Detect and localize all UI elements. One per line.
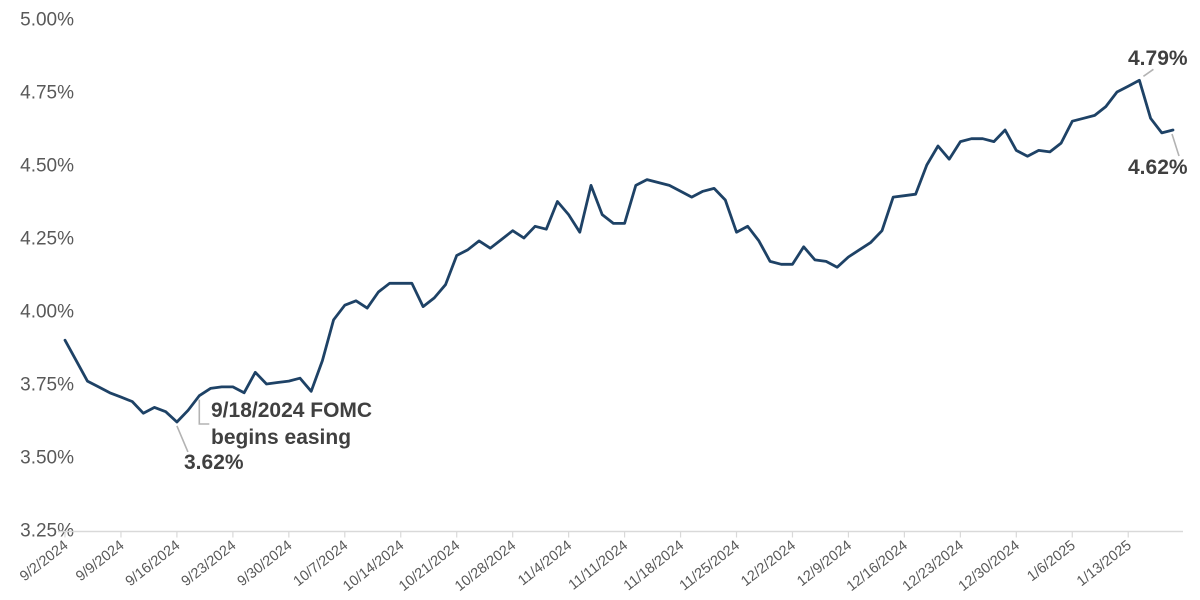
x-axis-label: 12/30/2024: [956, 538, 1023, 595]
y-axis-label: 5.00%: [20, 10, 74, 31]
y-axis-label: 4.75%: [20, 83, 74, 104]
x-axis-label: 12/16/2024: [844, 538, 911, 595]
annotation-low-value: 3.62%: [184, 451, 244, 474]
annotation-leader-line: [1142, 68, 1154, 77]
x-axis-label: 10/28/2024: [452, 538, 519, 595]
y-axis-label: 4.50%: [20, 156, 74, 177]
annotation-last-value: 4.62%: [1128, 156, 1188, 179]
x-axis-label: 10/21/2024: [396, 538, 463, 595]
x-axis-label: 9/2/2024: [17, 538, 71, 585]
x-axis-label: 10/14/2024: [340, 538, 407, 595]
x-axis-label: 11/25/2024: [677, 538, 743, 595]
y-axis-label: 4.00%: [20, 302, 74, 323]
y-axis-label: 3.75%: [20, 375, 74, 396]
x-axis-label: 1/13/2025: [1074, 538, 1135, 590]
x-axis-label: 9/9/2024: [73, 538, 127, 585]
x-axis-label: 11/11/2024: [566, 538, 631, 594]
x-axis-label: 12/2/2024: [738, 538, 799, 590]
annotation-fomc-line1: 9/18/2024 FOMC: [211, 399, 373, 422]
x-axis-label: 12/23/2024: [900, 538, 967, 595]
annotation-peak-value: 4.79%: [1128, 47, 1188, 70]
x-axis-label: 9/16/2024: [123, 538, 184, 590]
x-axis-label: 9/23/2024: [179, 538, 240, 590]
annotation-leader-line: [176, 425, 189, 453]
y-axis-label: 4.25%: [20, 229, 74, 250]
annotation-fomc-line2: begins easing: [211, 425, 352, 449]
yield-line: [63, 78, 1175, 424]
x-axis-label: 11/18/2024: [621, 538, 687, 595]
annotation-fomc-note: 9/18/2024 FOMC begins easing: [211, 398, 372, 452]
annotation-leader-line: [1171, 133, 1180, 157]
y-axis-label: 3.25%: [20, 521, 74, 542]
y-axis-label: 3.50%: [20, 448, 74, 469]
x-axis-label: 9/30/2024: [235, 538, 296, 590]
annotation-leader-line: [198, 399, 210, 425]
x-axis-label: 1/6/2025: [1024, 538, 1078, 585]
